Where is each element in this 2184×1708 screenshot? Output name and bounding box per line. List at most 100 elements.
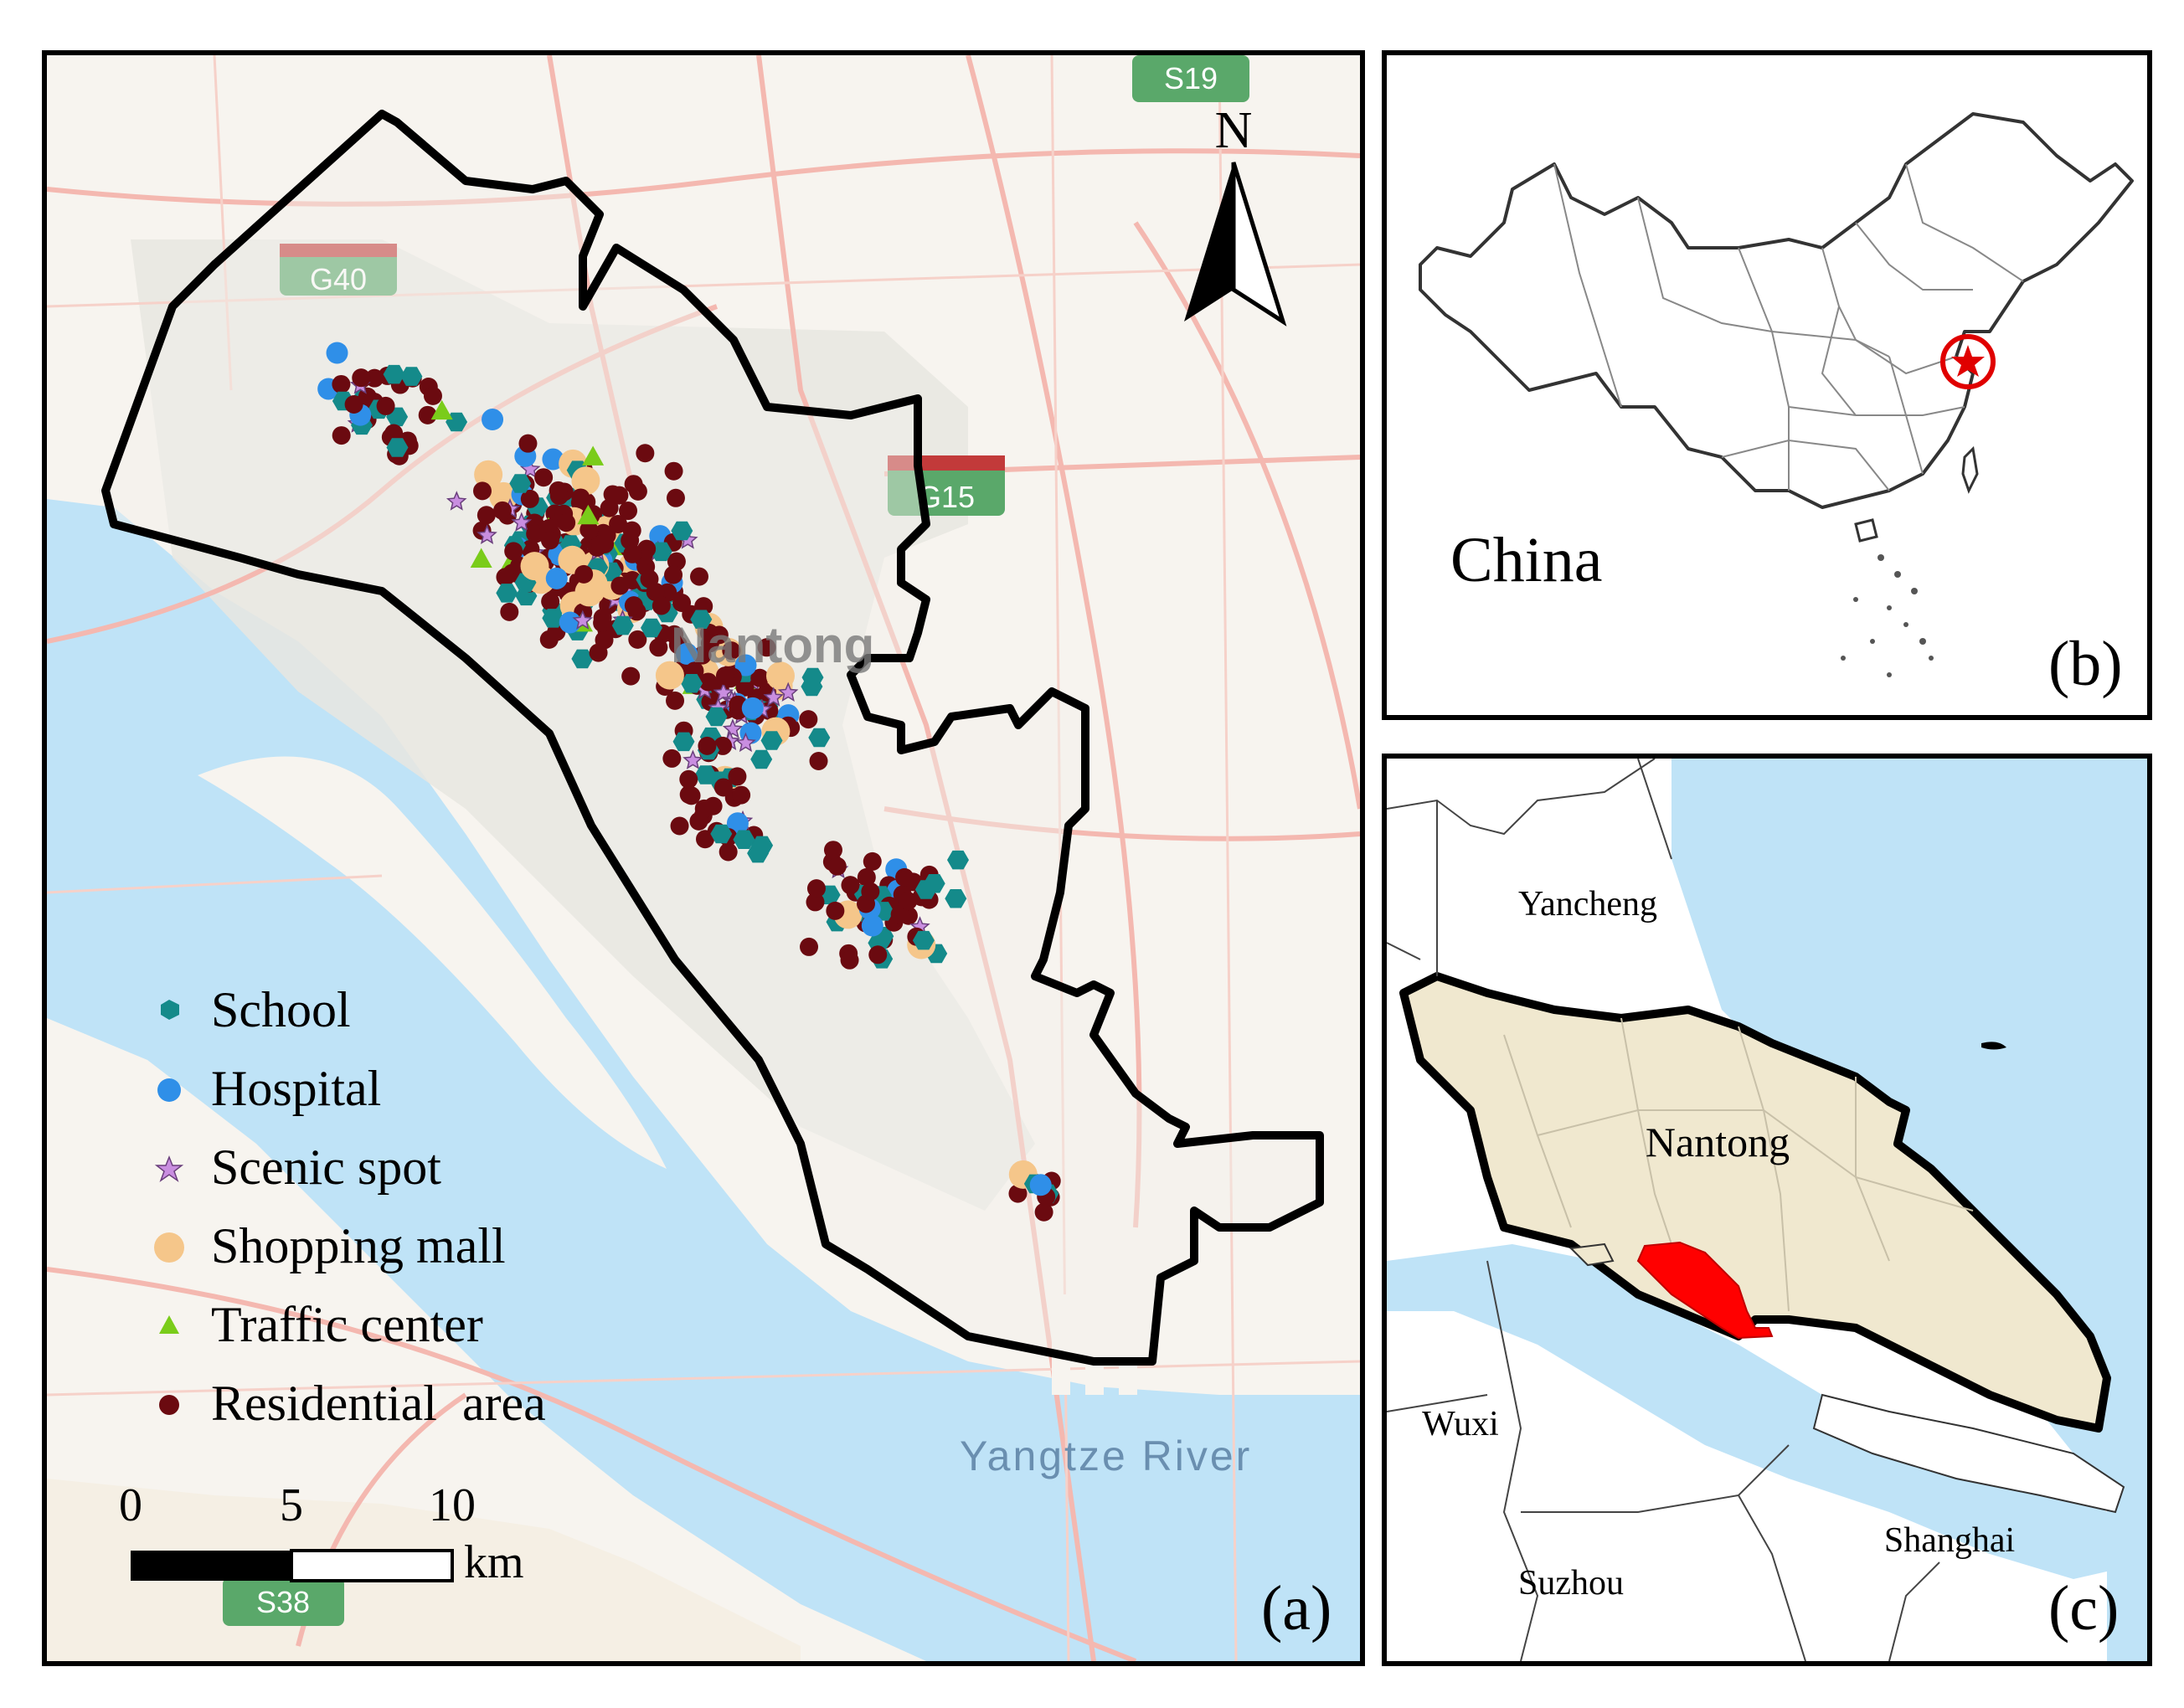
poi-point <box>492 501 512 520</box>
poi-point <box>670 816 689 836</box>
residential-area-icon <box>159 1395 179 1415</box>
neighbour-borders <box>1387 759 1940 1661</box>
svg-text:S38: S38 <box>256 1585 310 1619</box>
taiwan-outline <box>1961 445 1979 494</box>
region-label-shanghai: Shanghai <box>1884 1521 2015 1560</box>
poi-point <box>542 448 564 471</box>
poi-point <box>470 548 492 568</box>
poi-point <box>679 769 698 789</box>
poi-point <box>509 474 532 493</box>
study-area-highlight <box>1636 1241 1774 1340</box>
poi-point <box>826 901 845 920</box>
poi-point <box>624 475 643 494</box>
poi-point <box>700 634 719 653</box>
legend-item-scenic-spot: Scenic spot <box>154 1140 441 1195</box>
poi-point <box>722 718 744 738</box>
poi-point <box>861 914 883 937</box>
poi-point <box>719 842 738 862</box>
poi-point <box>520 552 549 581</box>
poi-point <box>861 882 880 901</box>
poi-point <box>386 438 409 457</box>
country-label: China <box>1450 525 1603 595</box>
poi-point <box>526 524 545 543</box>
poi-point <box>476 524 497 544</box>
poi-point <box>863 851 882 871</box>
poi-point <box>559 611 581 634</box>
poi-point <box>610 486 629 505</box>
poi-point <box>655 661 684 690</box>
poi-point <box>500 602 519 621</box>
map-panel-a: S19 G40 G15 S38 Nantong Yangtze River N <box>42 50 1365 1666</box>
scale-unit: km <box>464 1536 524 1588</box>
poi-point <box>636 444 655 463</box>
scale-tick-5: 5 <box>280 1479 303 1531</box>
poi-point <box>482 409 504 431</box>
poi-point <box>777 682 799 702</box>
poi-point <box>765 661 795 691</box>
poi-point <box>652 596 671 615</box>
poi-point <box>666 691 685 710</box>
poi-point <box>726 812 749 835</box>
poi-point <box>763 687 785 707</box>
poi-point <box>1029 1174 1052 1196</box>
poi-point <box>760 731 783 750</box>
poi-point <box>400 367 423 386</box>
poi-point <box>649 638 668 657</box>
yangtze-estuary <box>1387 1244 2147 1579</box>
poi-point <box>628 630 647 649</box>
legend: School Hospital Scenic spot Shopping mal… <box>154 982 546 1431</box>
poi-point <box>868 945 888 965</box>
poi-point <box>827 857 847 876</box>
poi-point <box>574 564 594 584</box>
poi-point <box>376 396 395 415</box>
poi-point <box>664 461 683 481</box>
poi-point <box>799 710 818 729</box>
location-star-icon <box>1951 345 1985 377</box>
river-label: Yangtze River <box>960 1433 1252 1479</box>
poi-point <box>418 405 437 424</box>
poi-point <box>722 641 741 661</box>
poi-point <box>621 531 640 550</box>
panel-label-b: (b) <box>2048 629 2123 699</box>
poi-point <box>682 786 701 805</box>
panel-b-map: China (b) <box>1387 55 2147 715</box>
svg-text:G40: G40 <box>310 262 367 296</box>
legend-label: Traffic center <box>211 1297 483 1352</box>
poi-point <box>741 697 764 719</box>
north-arrow-left-icon <box>1184 162 1234 322</box>
river-island <box>198 756 667 1169</box>
poi-point <box>806 893 825 912</box>
location-marker <box>1940 334 1996 389</box>
north-label: N <box>1215 102 1253 159</box>
poi-point <box>609 515 628 534</box>
chongming-island <box>1812 1393 2125 1514</box>
poi-point <box>733 830 755 849</box>
offshore-island <box>1981 1042 2006 1050</box>
poi-point <box>650 542 672 562</box>
poi-point <box>624 596 643 615</box>
poi-point <box>672 593 692 612</box>
poi-point <box>549 481 568 500</box>
poi-point <box>619 502 638 521</box>
county-borders <box>1503 1017 1974 1312</box>
school-icon <box>161 1000 179 1020</box>
poi-point <box>666 488 685 507</box>
legend-item-school: School <box>161 982 351 1037</box>
poi-point <box>690 610 713 629</box>
poi-point <box>732 785 751 805</box>
map-panel-c: Yancheng Nantong Wuxi Suzhou Shanghai (c… <box>1382 754 2152 1666</box>
poi-point <box>808 728 831 748</box>
poi-point <box>841 876 860 895</box>
poi-point <box>694 765 717 785</box>
poi-point <box>332 426 351 445</box>
poi-point <box>496 584 518 603</box>
poi-point <box>571 649 594 669</box>
city-label: Nantong <box>671 617 874 673</box>
road-shield-g40: G40 <box>280 244 397 296</box>
hainan-outline <box>1854 518 1878 543</box>
poi-point <box>582 445 605 466</box>
legend-item-traffic-center: Traffic center <box>159 1297 483 1352</box>
small-island <box>1568 1242 1615 1267</box>
poi-point <box>579 520 599 539</box>
poi-point <box>641 618 662 638</box>
